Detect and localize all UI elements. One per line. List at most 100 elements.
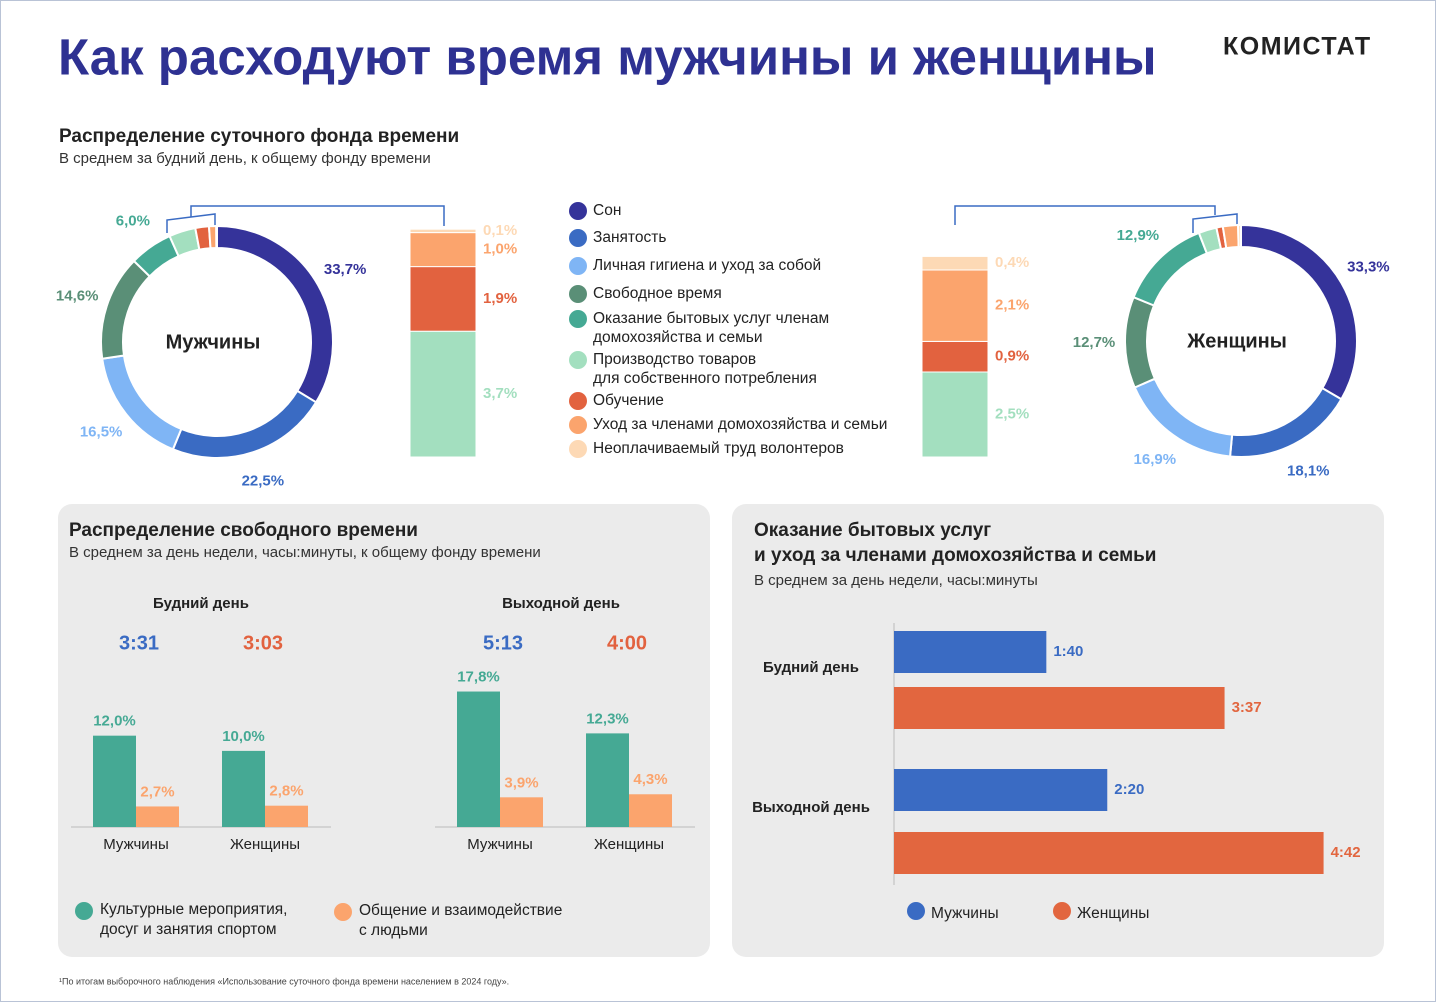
legend-marker [569,257,587,275]
data-label: 18,1% [1287,463,1330,480]
legend-marker [569,351,587,369]
legend-label: Сон [593,202,622,219]
total-label: 5:13 [483,632,523,654]
legend-marker [75,902,93,920]
bar [894,687,1225,729]
legend-marker [1053,902,1071,920]
data-label: 0,1% [483,222,517,239]
data-label: 2,7% [140,783,174,800]
legend-label: Женщины [1077,905,1149,922]
section-title: Распределение суточного фонда времени [59,126,459,147]
panel-title: Выходной день [502,595,620,612]
data-label: 1,0% [483,241,517,258]
data-label: 16,9% [1134,451,1177,468]
stack-segment [921,269,989,342]
legend-label: Уход за членами домохозяйства и семьи [593,416,888,433]
donut-segment [1240,223,1359,401]
data-label: 16,5% [80,423,123,440]
stack-segment [921,255,989,271]
legend-marker [569,416,587,434]
data-label: 12,3% [586,710,629,727]
y-tick-label: Выходной день [752,799,870,816]
donut-segment [1237,223,1242,249]
data-label: 14,6% [56,288,99,305]
data-label: 2,5% [995,405,1029,422]
donut-center-label: Женщины [1186,330,1287,352]
stack-segment [409,232,477,268]
x-tick-label: Женщины [230,836,300,853]
section-title: и уход за членами домохозяйства и семьи [754,545,1156,566]
data-label: 2:20 [1114,781,1144,798]
stack-segment [409,228,477,234]
legend-marker [569,285,587,303]
data-label: 17,8% [457,668,500,685]
stack-segment [409,266,477,332]
data-label: 12,9% [1117,227,1160,244]
data-label: 0,9% [995,348,1029,365]
donut-segment [171,389,318,459]
bar [894,769,1108,811]
panel [58,504,710,957]
bar [586,733,629,827]
legend-marker [569,202,587,220]
bar [265,805,308,827]
legend-marker [569,440,587,458]
data-label: 6,0% [116,212,150,229]
bar [629,794,672,827]
data-label: 12,0% [93,713,136,730]
stack-segment [921,371,989,458]
donut-segment [1228,386,1343,458]
data-label: 10,0% [222,728,265,745]
data-label: 33,3% [1347,259,1390,276]
data-label: 1:40 [1053,643,1083,660]
data-label: 3:37 [1232,699,1262,716]
x-tick-label: Мужчины [467,836,532,853]
stack-segment [409,330,477,458]
data-label: 3,9% [504,774,538,791]
bar [894,832,1324,874]
donut-segment [1221,224,1240,250]
bar [222,750,265,827]
legend-label: Обучение [593,392,664,409]
x-tick-label: Женщины [594,836,664,853]
legend-label: Занятость [593,229,667,246]
donut-center-label: Мужчины [166,331,261,353]
total-label: 3:03 [243,632,283,654]
legend-marker [907,902,925,920]
total-label: 4:00 [607,632,647,654]
y-tick-label: Будний день [763,659,859,676]
donut-segment [1133,377,1234,458]
bar [136,806,179,827]
donut-segment [215,224,218,250]
donut-segment [1124,295,1157,389]
data-label: 12,7% [1073,334,1116,351]
section-title: Распределение свободного времени [69,520,418,541]
x-tick-label: Мужчины [103,836,168,853]
bar [500,797,543,827]
legend-marker [569,229,587,247]
legend-label: Свободное время [593,285,722,302]
section-subtitle: В среднем за будний день, к общему фонду… [59,150,431,167]
bar [457,691,500,827]
bar [894,631,1047,673]
total-label: 3:31 [119,632,159,654]
donut-segment [216,224,334,404]
panel-title: Будний день [153,595,249,612]
legend-marker [334,903,352,921]
data-label: 33,7% [324,261,367,278]
page-title: Как расходуют время мужчины и женщины [58,28,1157,85]
legend-label: Мужчины [931,905,999,922]
data-label: 4:42 [1331,844,1361,861]
legend-label: Оказание бытовых услуг членам домохозяйс… [593,310,830,346]
stack-segment [921,340,989,373]
data-label: 22,5% [242,473,285,490]
legend-label: Общение и взаимодействие с людьми [359,902,563,939]
bar [93,735,136,827]
section-subtitle: В среднем за день недели, часы:минуты, к… [69,544,541,561]
brand: КОМИСТАТ [1223,33,1372,61]
data-label: 1,9% [483,290,517,307]
legend-label: Культурные мероприятия, досуг и занятия … [100,901,288,938]
connector [166,205,1238,233]
